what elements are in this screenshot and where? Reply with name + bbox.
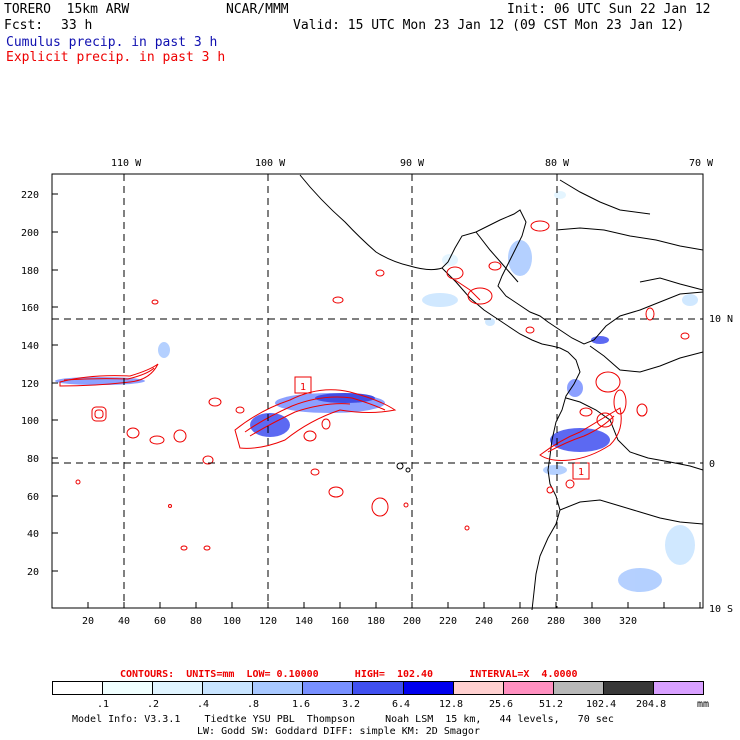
x-tick: 40 xyxy=(118,616,131,627)
model-info-line1: Model Info: V3.3.1 Tiedtke YSU PBL Thomp… xyxy=(72,714,614,725)
x-tick: 180 xyxy=(367,616,386,627)
y-tick: 200 xyxy=(21,228,40,239)
colorbar-label: .8 xyxy=(247,699,260,710)
max-marker-label: 1 xyxy=(578,467,585,478)
lon-label-100w: 100 W xyxy=(255,158,286,169)
colorbar-label: .2 xyxy=(147,699,160,710)
colorbar-label: 3.2 xyxy=(342,699,361,710)
y-tick: 140 xyxy=(21,341,40,352)
grid-lines xyxy=(51,173,704,609)
cumulus-precip-shading xyxy=(55,191,698,592)
x-tick: 280 xyxy=(547,616,566,627)
y-tick: 220 xyxy=(21,190,40,201)
x-tick: 140 xyxy=(295,616,314,627)
x-tick: 60 xyxy=(154,616,167,627)
colorbar-swatch xyxy=(403,682,454,694)
lat-label-10n: 10 N xyxy=(709,314,734,325)
forecast-hour: 33 h xyxy=(61,18,93,33)
x-tick: 80 xyxy=(190,616,203,627)
high-markers xyxy=(294,376,590,480)
colorbar-swatch xyxy=(253,682,304,694)
model-info-line2: LW: Godd SW: Goddard DIFF: simple KM: 2D… xyxy=(197,726,480,737)
x-tick: 240 xyxy=(475,616,494,627)
lat-label-0: 0 xyxy=(709,459,716,470)
colorbar-label: 6.4 xyxy=(392,699,411,710)
axis-ticks xyxy=(52,193,701,608)
y-tick: 40 xyxy=(27,529,40,540)
colorbar-swatch xyxy=(653,682,704,694)
cumulus-legend: Cumulus precip. in past 3 h xyxy=(6,35,218,50)
colorbar-unit: mm xyxy=(697,699,710,710)
y-tick: 100 xyxy=(21,416,40,427)
x-tick: 120 xyxy=(259,616,278,627)
colorbar-swatch xyxy=(203,682,254,694)
colorbar-label: 12.8 xyxy=(439,699,464,710)
forecast-label: Fcst: xyxy=(4,18,44,33)
lon-label-70w: 70 W xyxy=(689,158,714,169)
model-title: TORERO 15km ARW xyxy=(4,2,130,17)
colorbar-swatch xyxy=(503,682,554,694)
precip-colorbar xyxy=(52,681,704,695)
y-tick: 160 xyxy=(21,303,40,314)
colorbar-swatch xyxy=(153,682,204,694)
colorbar-swatch xyxy=(603,682,654,694)
contour-info: CONTOURS: UNITS=mm LOW= 0.10000 HIGH= 10… xyxy=(120,669,578,680)
colorbar-label: 1.6 xyxy=(292,699,311,710)
y-tick: 80 xyxy=(27,454,40,465)
lon-label-90w: 90 W xyxy=(400,158,425,169)
colorbar-label: 25.6 xyxy=(489,699,514,710)
explicit-precip-contours xyxy=(59,220,690,551)
y-tick: 120 xyxy=(21,379,40,390)
colorbar-swatch xyxy=(353,682,404,694)
lat-label-10s: 10 S xyxy=(709,604,734,615)
colorbar-swatch xyxy=(553,682,604,694)
y-tick: 20 xyxy=(27,567,40,578)
colorbar-label: .1 xyxy=(97,699,110,710)
x-tick: 200 xyxy=(403,616,422,627)
x-tick: 320 xyxy=(619,616,638,627)
lon-label-80w: 80 W xyxy=(545,158,570,169)
colorbar-swatch xyxy=(303,682,354,694)
colorbar-label: 204.8 xyxy=(636,699,667,710)
explicit-legend: Explicit precip. in past 3 h xyxy=(6,50,226,65)
colorbar-swatch xyxy=(453,682,504,694)
coastlines xyxy=(299,174,704,611)
colorbar-label: 102.4 xyxy=(586,699,617,710)
org-label: NCAR/MMM xyxy=(226,2,289,17)
x-tick: 220 xyxy=(439,616,458,627)
init-time: Init: 06 UTC Sun 22 Jan 12 xyxy=(507,2,711,17)
y-tick: 180 xyxy=(21,266,40,277)
x-tick: 300 xyxy=(583,616,602,627)
x-tick: 160 xyxy=(331,616,350,627)
lon-label-110w: 110 W xyxy=(111,158,142,169)
max-marker-label: 1 xyxy=(300,382,307,393)
x-tick: 20 xyxy=(82,616,95,627)
y-tick: 60 xyxy=(27,492,40,503)
colorbar-label: .4 xyxy=(197,699,210,710)
valid-time: Valid: 15 UTC Mon 23 Jan 12 (09 CST Mon … xyxy=(293,18,685,33)
colorbar-label: 51.2 xyxy=(539,699,564,710)
x-tick: 260 xyxy=(511,616,530,627)
colorbar-swatch xyxy=(53,682,104,694)
x-tick: 100 xyxy=(223,616,242,627)
colorbar-swatch xyxy=(103,682,154,694)
